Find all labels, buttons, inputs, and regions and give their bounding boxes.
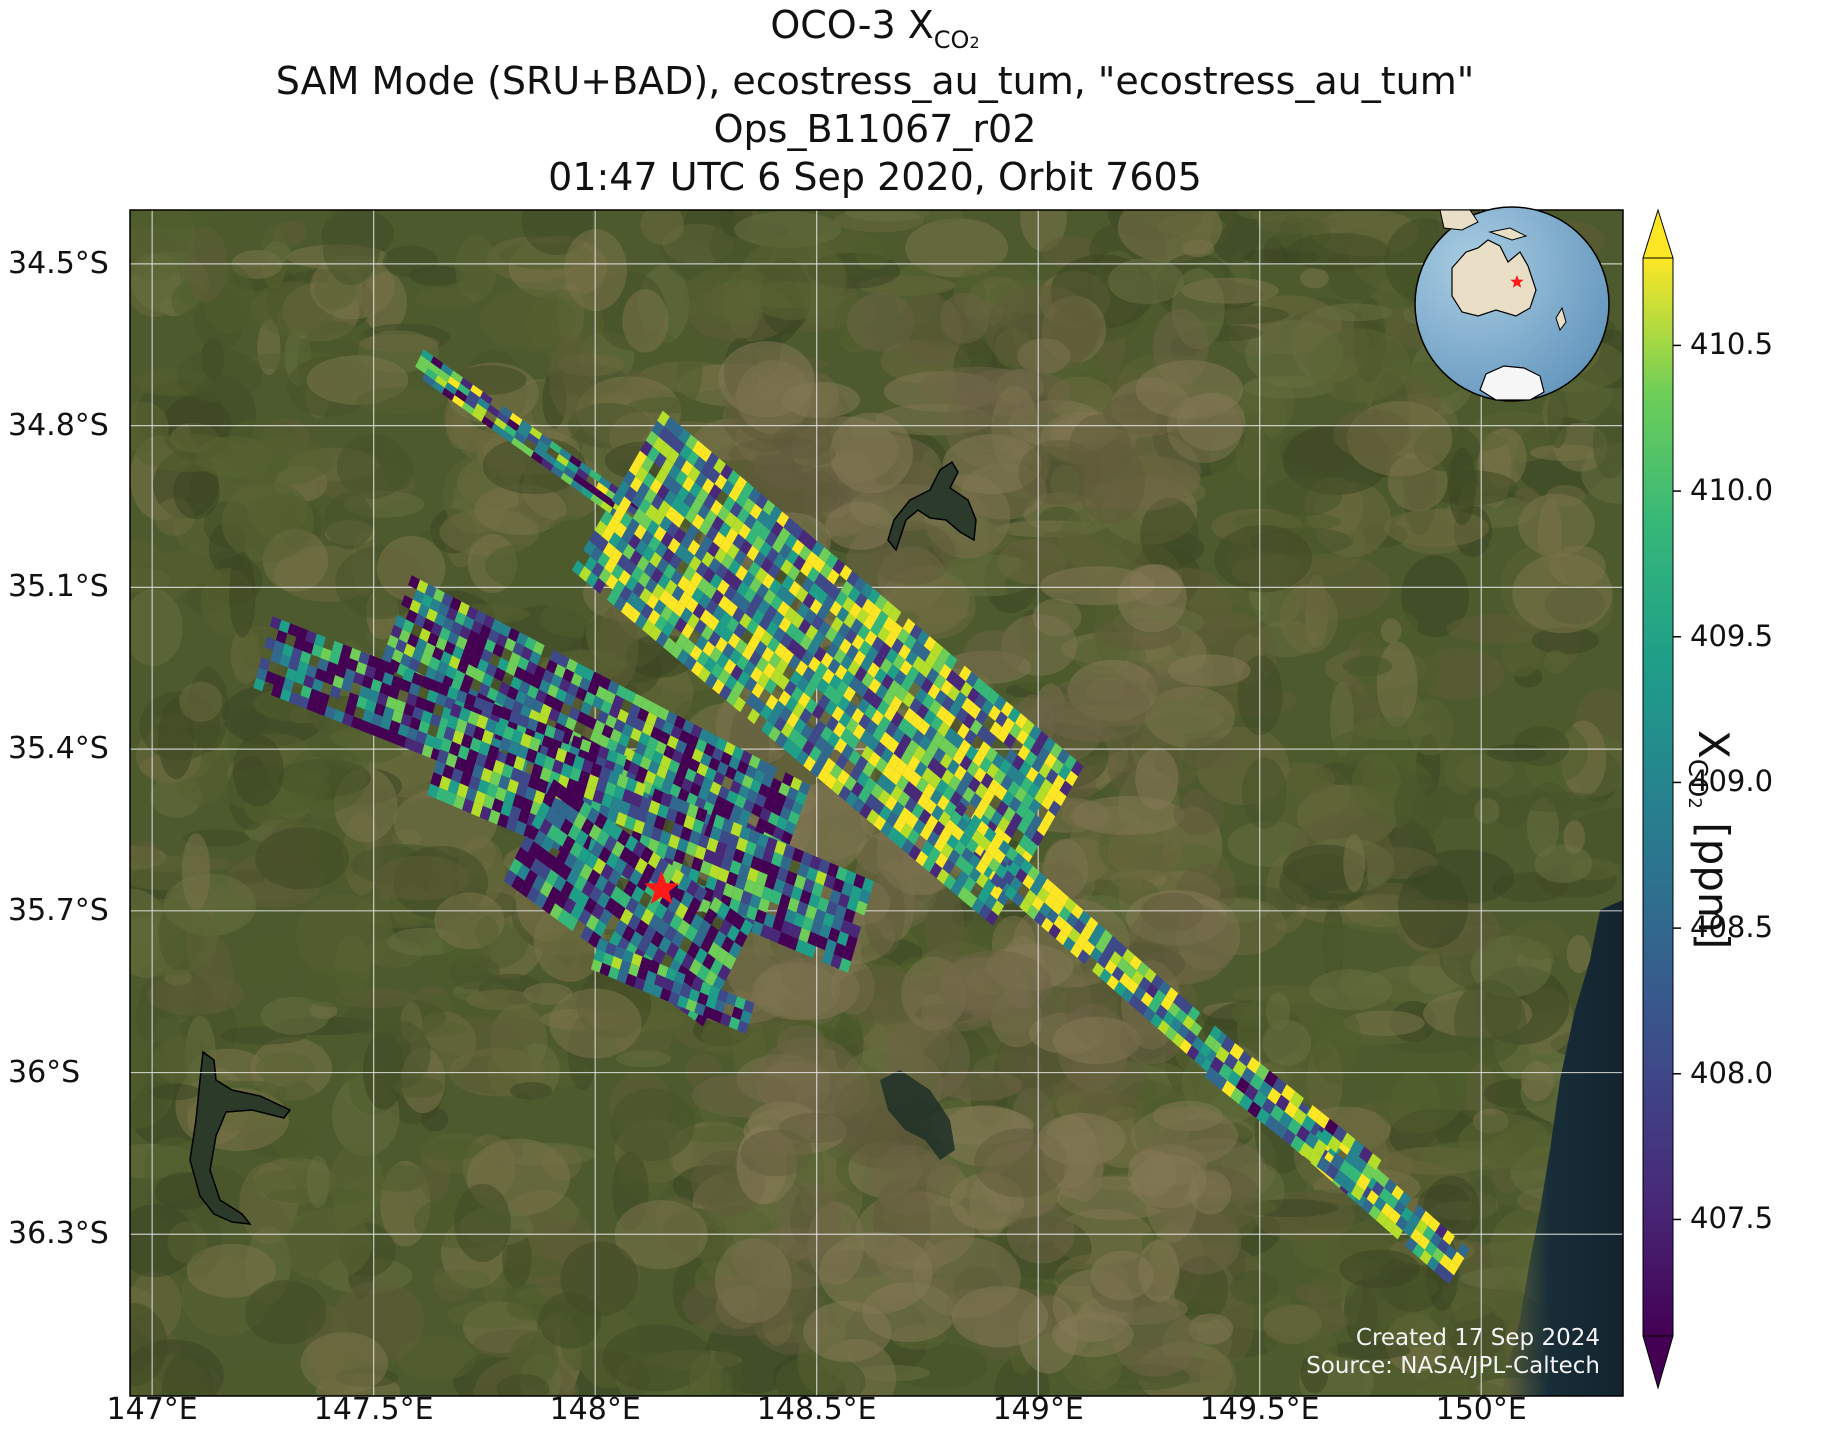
globe-star-marker xyxy=(1510,275,1524,288)
new-guinea-landmass xyxy=(1488,227,1528,241)
latitude-label: 35.4°S xyxy=(8,731,109,767)
chart-subtitle-time: 01:47 UTC 6 Sep 2020, Orbit 7605 xyxy=(548,155,1202,199)
longitude-label: 147°E xyxy=(106,1392,198,1427)
colorbar xyxy=(1642,208,1681,1390)
latitude-label: 36.3°S xyxy=(8,1216,109,1252)
colorbar-extend-min xyxy=(1642,1335,1674,1390)
longitude-label: 149.5°E xyxy=(1199,1392,1320,1427)
map-frame xyxy=(129,209,1624,1397)
latitude-label: 34.8°S xyxy=(8,407,109,443)
chart-title: OCO-3 XCO2 xyxy=(770,3,980,54)
longitude-label: 149°E xyxy=(992,1392,1084,1427)
colorbar-tick-label: 407.5 xyxy=(1690,1201,1774,1236)
longitude-label: 147.5°E xyxy=(313,1392,434,1427)
colorbar-tick-label: 410.5 xyxy=(1690,327,1774,362)
latitude-label: 36°S xyxy=(8,1054,81,1090)
latitude-label: 34.5°S xyxy=(8,245,109,281)
chart-subtitle-mode: SAM Mode (SRU+BAD), ecostress_au_tum, "e… xyxy=(275,59,1475,103)
latitude-label: 35.1°S xyxy=(8,569,109,605)
colorbar-title: XCO2 [ppm] xyxy=(1682,730,1738,950)
colorbar-tick-label: 410.0 xyxy=(1690,473,1774,508)
colorbar-gradient xyxy=(1642,257,1674,1337)
australia-landmass xyxy=(1451,239,1537,317)
longitude-label: 148.5°E xyxy=(756,1392,877,1427)
colorbar-tick-label: 408.5 xyxy=(1690,910,1774,945)
xco2-soundings xyxy=(253,349,1470,1285)
colorbar-extend-max xyxy=(1642,208,1674,259)
colorbar-ticks xyxy=(1673,344,1681,1221)
longitude-label: 148°E xyxy=(549,1392,641,1427)
colorbar-tick-label: 408.0 xyxy=(1690,1055,1774,1090)
created-date: Created 17 Sep 2024 xyxy=(1355,1325,1600,1351)
new-zealand-landmass xyxy=(1555,306,1567,332)
asia-landmass xyxy=(1439,209,1479,231)
longitude-label: 150°E xyxy=(1435,1392,1527,1427)
chart-subtitle-version: Ops_B11067_r02 xyxy=(713,107,1037,151)
latitude-label: 35.7°S xyxy=(8,892,109,928)
target-star-marker xyxy=(644,870,680,905)
source-credit: Source: NASA/JPL-Caltech xyxy=(1306,1353,1600,1379)
antarctica-landmass xyxy=(1479,365,1545,401)
colorbar-tick-label: 409.0 xyxy=(1690,764,1774,799)
colorbar-tick-label: 409.5 xyxy=(1690,618,1774,653)
globe-inset xyxy=(1414,206,1610,402)
